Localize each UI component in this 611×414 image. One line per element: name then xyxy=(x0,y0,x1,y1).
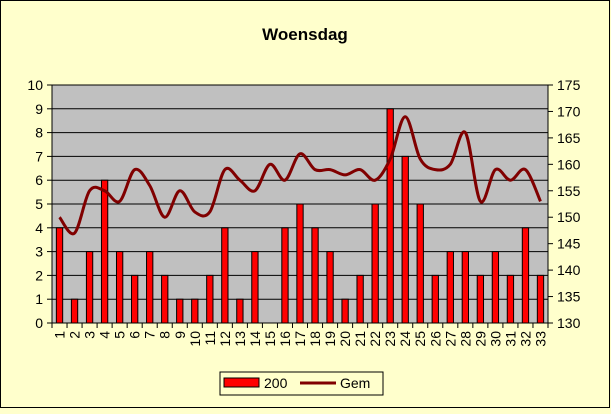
left-tick-label-5: 5 xyxy=(35,196,43,212)
left-tick-label-3: 3 xyxy=(35,244,43,260)
x-tick-label-1: 1 xyxy=(52,331,68,339)
x-tick-label-18: 18 xyxy=(307,331,323,347)
x-tick-label-32: 32 xyxy=(517,331,533,347)
x-tick-label-14: 14 xyxy=(247,331,263,347)
x-tick-label-5: 5 xyxy=(112,331,128,339)
bar-23 xyxy=(386,108,394,324)
bar-10 xyxy=(191,298,199,324)
right-tick-label-165: 165 xyxy=(557,130,581,146)
legend-label-gem: Gem xyxy=(340,375,370,391)
bar-19 xyxy=(326,251,334,324)
right-tick-label-150: 150 xyxy=(557,209,581,225)
right-tick-label-140: 140 xyxy=(557,262,581,278)
bar-12 xyxy=(221,227,229,324)
bar-31 xyxy=(506,274,515,324)
right-tick-label-145: 145 xyxy=(557,236,581,252)
bar-27 xyxy=(446,251,454,324)
x-axis-ticks: 1 2 3 4 5 6 7 8 9 10 11 12 13 14 15 16 17 18 19 20 21 22 23 24 2… xyxy=(51,323,549,347)
bar-28 xyxy=(461,251,469,324)
bar-25 xyxy=(416,203,424,324)
left-axis-ticks: 0 1 2 3 4 5 6 7 8 9 10 xyxy=(27,77,52,331)
left-tick-label-8: 8 xyxy=(35,125,43,141)
x-tick-label-20: 20 xyxy=(337,331,353,347)
right-tick-label-135: 135 xyxy=(557,289,581,305)
x-tick-label-8: 8 xyxy=(157,331,173,339)
right-tick-label-175: 175 xyxy=(557,77,581,93)
left-tick-label-10: 10 xyxy=(27,77,43,93)
bar-13 xyxy=(236,298,244,324)
right-tick-label-130: 130 xyxy=(557,315,581,331)
legend-bar-swatch xyxy=(223,377,260,388)
bar-30 xyxy=(491,251,500,324)
x-tick-label-9: 9 xyxy=(172,331,188,339)
x-tick-label-11: 11 xyxy=(202,331,218,346)
bar-29 xyxy=(476,274,485,324)
x-tick-label-24: 24 xyxy=(397,331,413,347)
bar-32 xyxy=(521,227,530,324)
x-tick-label-10: 10 xyxy=(187,331,203,347)
bar-1 xyxy=(55,227,64,324)
right-tick-label-160: 160 xyxy=(557,156,581,172)
bar-5 xyxy=(115,251,124,324)
bar-2 xyxy=(70,298,79,324)
right-tick-label-155: 155 xyxy=(557,183,581,199)
bar-22 xyxy=(371,203,379,324)
x-tick-label-17: 17 xyxy=(292,331,308,347)
x-tick-label-21: 21 xyxy=(352,331,368,347)
x-tick-label-26: 26 xyxy=(427,331,443,347)
bar-7 xyxy=(146,251,154,324)
left-tick-label-0: 0 xyxy=(35,315,43,331)
bar-4 xyxy=(100,179,109,324)
left-tick-label-7: 7 xyxy=(35,148,43,164)
bar-21 xyxy=(356,274,364,324)
x-tick-label-3: 3 xyxy=(82,331,98,339)
x-tick-label-29: 29 xyxy=(472,331,488,347)
x-tick-label-7: 7 xyxy=(142,331,158,339)
bar-33 xyxy=(536,274,545,324)
bar-8 xyxy=(161,274,169,324)
x-tick-label-22: 22 xyxy=(367,331,383,347)
x-tick-label-13: 13 xyxy=(232,331,248,347)
bar-17 xyxy=(296,203,304,324)
x-tick-label-27: 27 xyxy=(442,331,458,347)
left-tick-label-1: 1 xyxy=(35,291,43,307)
x-tick-label-12: 12 xyxy=(217,331,233,347)
x-tick-label-25: 25 xyxy=(412,331,428,347)
left-tick-label-2: 2 xyxy=(35,267,43,283)
x-tick-label-33: 33 xyxy=(532,331,548,347)
x-tick-label-4: 4 xyxy=(97,331,113,339)
x-tick-label-15: 15 xyxy=(262,331,278,347)
x-tick-label-31: 31 xyxy=(502,331,518,347)
left-tick-label-4: 4 xyxy=(35,220,43,236)
right-axis-ticks: 130 135 140 145 150 155 160 165 170 175 xyxy=(548,77,581,331)
bar-26 xyxy=(431,274,439,324)
x-tick-label-16: 16 xyxy=(277,331,293,347)
line-series-gem xyxy=(58,115,542,236)
legend: 200 Gem xyxy=(219,371,384,396)
bar-9 xyxy=(176,298,184,324)
legend-label-200: 200 xyxy=(264,375,288,391)
left-tick-label-6: 6 xyxy=(35,172,43,188)
x-tick-label-19: 19 xyxy=(322,331,338,347)
bar-20 xyxy=(341,298,349,324)
x-tick-label-28: 28 xyxy=(457,331,473,347)
right-tick-label-170: 170 xyxy=(557,103,581,119)
chart-title: Woensdag xyxy=(262,25,348,44)
bar-11 xyxy=(206,274,214,324)
bar-18 xyxy=(311,227,319,324)
bar-24 xyxy=(401,155,409,324)
x-tick-label-30: 30 xyxy=(487,331,503,347)
x-tick-label-23: 23 xyxy=(382,331,398,347)
bar-6 xyxy=(131,274,139,324)
x-tick-label-6: 6 xyxy=(127,331,143,339)
bar-16 xyxy=(281,227,289,324)
left-tick-label-9: 9 xyxy=(35,101,43,117)
bar-14 xyxy=(251,251,259,324)
x-tick-label-2: 2 xyxy=(67,331,83,339)
bar-3 xyxy=(85,251,94,324)
